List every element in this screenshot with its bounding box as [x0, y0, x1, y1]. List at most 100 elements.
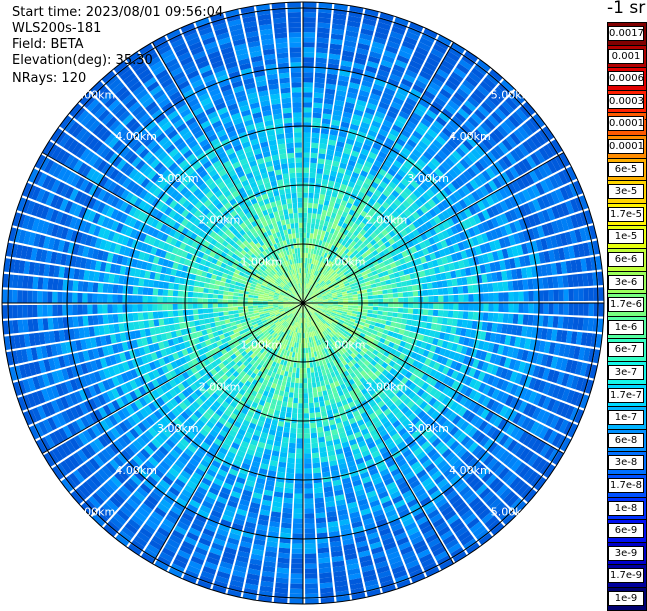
ray-gate	[173, 310, 178, 316]
ray-gate	[304, 493, 313, 498]
ray-gate	[67, 305, 72, 316]
ray-gate	[321, 462, 329, 468]
ray-gate	[579, 303, 584, 316]
ray-gate	[307, 363, 310, 368]
ray-gate	[288, 453, 295, 459]
ray-gate	[143, 312, 149, 320]
ray-gate	[93, 315, 99, 325]
ray-gate	[428, 303, 433, 309]
ray-gate	[387, 316, 393, 321]
ray-gate	[137, 304, 142, 311]
ray-gate	[88, 316, 94, 326]
ray-gate	[401, 319, 407, 324]
ray-gate	[263, 299, 268, 301]
ray-gate	[312, 458, 320, 464]
ray-gate	[518, 303, 523, 313]
ray-gate	[208, 304, 213, 308]
ray-gate	[318, 391, 323, 397]
ray-gate	[296, 453, 303, 458]
ray-gate	[433, 310, 438, 316]
ray-gate	[473, 312, 479, 320]
ray-gate	[12, 290, 17, 303]
ray-gate	[317, 427, 323, 433]
ray-gate	[218, 299, 223, 303]
ray-gate	[23, 319, 29, 332]
ray-gate	[413, 303, 418, 308]
ray-gate	[299, 343, 301, 348]
ray-gate	[276, 578, 289, 584]
ray-gate	[383, 303, 388, 307]
ray-gate	[303, 353, 306, 358]
ray-gate	[102, 294, 107, 303]
ray-gate	[569, 303, 574, 315]
ray-gate	[215, 321, 221, 326]
ray-gate	[498, 303, 503, 312]
ray-gate	[174, 277, 180, 284]
ray-gate	[168, 304, 173, 310]
ray-gate	[268, 305, 273, 307]
ray-gate	[213, 304, 218, 308]
ray-gate	[289, 438, 296, 443]
ray-gate	[194, 281, 200, 287]
ray-gate	[316, 422, 322, 428]
ray-gate	[73, 281, 79, 292]
ray-gate	[333, 305, 338, 307]
ray-gate	[477, 321, 483, 330]
ray-gate	[305, 569, 317, 574]
ray-gate	[304, 488, 313, 493]
ray-gate	[277, 380, 282, 386]
ray-gate	[234, 317, 240, 321]
ray-gate	[363, 306, 368, 309]
ray-gate	[153, 281, 159, 288]
ray-gate	[158, 281, 164, 288]
ray-gate	[309, 408, 314, 413]
ray-gate	[295, 468, 303, 473]
ray-gate	[148, 320, 154, 327]
ray-gate	[213, 299, 218, 303]
ray-gate	[163, 282, 169, 289]
ray-gate	[314, 483, 323, 489]
ray-gate	[304, 503, 313, 508]
ray-gate	[47, 291, 52, 303]
ray-gate	[153, 304, 158, 311]
ray-gate	[305, 543, 316, 548]
ray-gate	[128, 286, 134, 294]
ray-gate	[305, 558, 317, 563]
ray-gate	[67, 292, 72, 303]
ray-gate	[306, 353, 309, 358]
ray-gate	[299, 393, 303, 398]
ray-gate	[493, 313, 499, 322]
ray-gate	[218, 304, 223, 308]
ray-gate	[188, 292, 193, 297]
ray-gate	[280, 452, 287, 458]
ray-gate	[229, 288, 235, 292]
ray-gate	[220, 320, 226, 325]
ray-gate	[304, 443, 311, 448]
ray-gate	[123, 276, 129, 285]
ray-gate	[309, 398, 314, 403]
ray-gate	[453, 311, 459, 318]
ray-gate	[443, 303, 448, 310]
ray-gate	[203, 309, 208, 314]
ray-gate	[238, 293, 243, 296]
ray-gate	[308, 388, 312, 393]
ray-gate	[238, 307, 243, 310]
ray-gate	[488, 303, 493, 312]
ray-gate	[290, 579, 303, 584]
ray-gate	[178, 310, 183, 316]
ray-gate	[279, 543, 290, 549]
ray-gate	[448, 311, 453, 318]
ray-gate	[22, 305, 27, 318]
ray-gate	[82, 293, 87, 303]
ray-gate	[198, 309, 203, 314]
ray-gate	[208, 299, 213, 303]
ray-gate	[583, 318, 589, 331]
ray-gate	[37, 305, 42, 317]
ray-gate	[291, 569, 303, 574]
ray-gate	[22, 276, 28, 289]
ray-gate	[122, 295, 127, 303]
ray-gate	[132, 304, 137, 312]
ray-gate	[229, 314, 235, 318]
ray-gate	[78, 281, 84, 291]
ray-gate	[478, 303, 483, 311]
